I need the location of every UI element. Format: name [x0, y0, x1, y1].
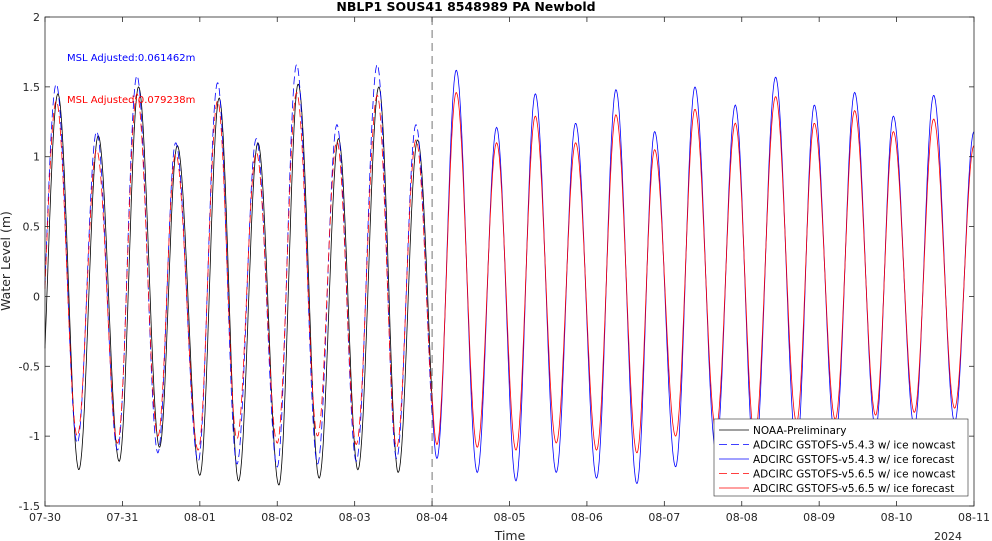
x-axis-label: Time	[494, 528, 526, 541]
legend-label-v565-forecast: ADCIRC GSTOFS-v5.6.5 w/ ice forecast	[753, 483, 954, 495]
legend-label-v543-nowcast: ADCIRC GSTOFS-v5.4.3 w/ ice nowcast	[753, 440, 955, 452]
msl-adjusted-annotation-blue: MSL Adjusted:0.061462m	[67, 53, 195, 64]
chart-title: NBLP1 SOUS41 8548989 PA Newbold	[336, 0, 595, 14]
x-tick-label: 08-11	[958, 511, 990, 524]
series-line-4	[431, 92, 975, 454]
x-tick-label: 08-05	[494, 511, 526, 524]
series-line-3	[44, 91, 433, 451]
legend: NOAA-Preliminary ADCIRC GSTOFS-v5.4.3 w/…	[713, 418, 969, 497]
y-tick-label: 0.5	[23, 221, 41, 234]
y-tick-label: -1	[29, 430, 40, 443]
y-tick-label: -1.5	[19, 500, 40, 513]
x-tick-label: 08-01	[184, 511, 216, 524]
x-tick-label: 07-30	[29, 511, 61, 524]
x-tick-label: 08-09	[803, 511, 835, 524]
y-tick-label: 2	[33, 11, 40, 24]
y-tick-label: 1	[33, 151, 40, 164]
x-tick-label: 08-03	[339, 511, 371, 524]
series-layer	[44, 63, 975, 486]
msl-adjusted-annotation-red: MSL Adjusted:0.079238m	[67, 95, 195, 106]
y-axis-label: Water Level (m)	[0, 211, 13, 311]
legend-box	[713, 418, 969, 497]
series-line-0	[44, 83, 433, 486]
x-tick-label: 08-04	[416, 511, 448, 524]
y-tick-label: 0	[33, 290, 40, 303]
tick-layer: -1.5 -1 -0.5 0 0.5 1 1.5 2 07-30 07-31 08-01 08-02 0…	[19, 11, 990, 524]
x-tick-label: 08-08	[726, 511, 758, 524]
x-tick-label: 08-02	[261, 511, 293, 524]
y-tick-label: 1.5	[23, 81, 41, 94]
x-tick-label: 08-07	[648, 511, 680, 524]
x-tick-label: 08-06	[571, 511, 603, 524]
legend-label-v565-nowcast: ADCIRC GSTOFS-v5.6.5 w/ ice nowcast	[753, 469, 955, 481]
x-tick-label: 08-10	[881, 511, 913, 524]
legend-label-noaa: NOAA-Preliminary	[753, 425, 846, 437]
y-tick-label: -0.5	[19, 360, 40, 373]
year-label: 2024	[934, 530, 962, 541]
x-tick-label: 07-31	[106, 511, 138, 524]
legend-label-v543-forecast: ADCIRC GSTOFS-v5.4.3 w/ ice forecast	[753, 454, 954, 466]
